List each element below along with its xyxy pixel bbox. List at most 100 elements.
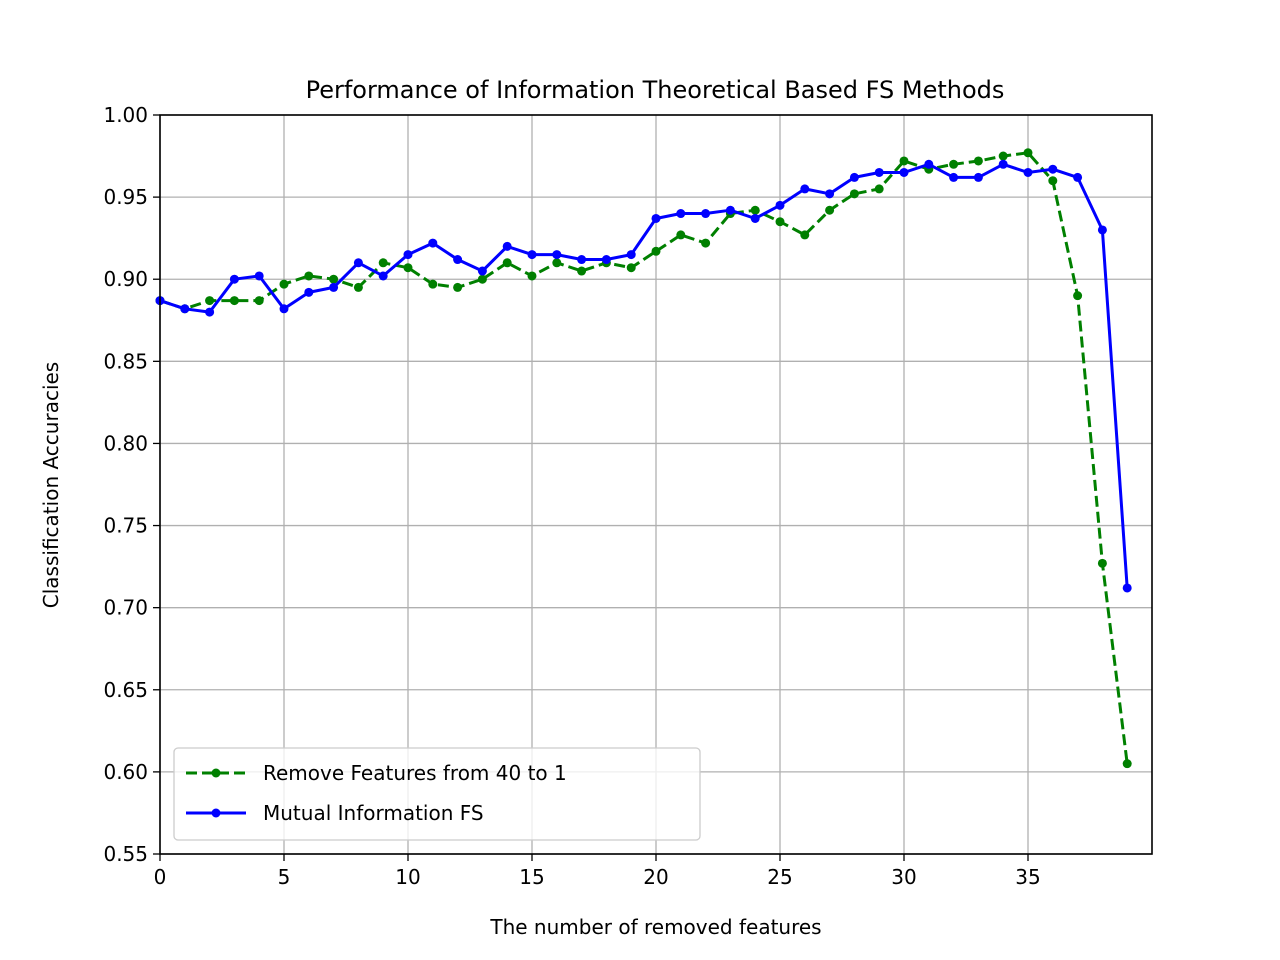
y-tick-label: 0.75 (103, 514, 148, 538)
x-tick-label: 20 (643, 865, 668, 889)
series-2-point (577, 255, 587, 265)
series-1-point (825, 205, 835, 215)
series-1-point (750, 205, 760, 215)
series-2-point (899, 167, 909, 177)
series-2-point (825, 189, 835, 199)
series-2-point (502, 241, 512, 251)
x-tick-label: 25 (767, 865, 792, 889)
x-tick-label: 10 (395, 865, 420, 889)
series-1-point (800, 230, 810, 240)
series-2-point (1097, 225, 1107, 235)
series-2-point (874, 167, 884, 177)
series-1-point (1048, 176, 1058, 186)
series-1-point (552, 258, 562, 268)
series-2-point (701, 209, 711, 219)
series-1-point (304, 271, 314, 281)
series-1-point (1097, 558, 1107, 568)
series-layer (155, 148, 1132, 769)
series-1-point (874, 184, 884, 194)
series-2-point (626, 250, 636, 260)
series-1-point (428, 279, 438, 289)
y-tick-label: 0.90 (103, 267, 148, 291)
series-1-point (329, 274, 339, 284)
x-tick-label: 0 (154, 865, 167, 889)
series-1-point (998, 151, 1008, 161)
legend-marker-2 (211, 808, 221, 818)
series-2-point (849, 172, 859, 182)
series-2-point (527, 250, 537, 260)
series-2-point (924, 159, 934, 169)
series-2-point (254, 271, 264, 281)
x-axis: 0 5 10 15 20 25 30 35 (154, 854, 1041, 889)
series-2-point (477, 266, 487, 276)
series-2-point (676, 209, 686, 219)
series-line-1 (159, 151, 1129, 764)
series-2-point (1023, 167, 1033, 177)
y-tick-label: 0.95 (103, 185, 148, 209)
y-tick-label: 0.85 (103, 349, 148, 373)
series-1-point (775, 217, 785, 227)
series-2-point (725, 205, 735, 215)
series-1-point (899, 156, 909, 166)
series-2-point (180, 304, 190, 314)
y-tick-label: 0.55 (103, 842, 148, 866)
series-1-point (701, 238, 711, 248)
series-2-point (651, 213, 661, 223)
y-axis: 0.55 0.60 0.65 0.70 0.75 0.80 0.85 0.90 0.95 1.00 (103, 103, 160, 866)
series-2-point (998, 159, 1008, 169)
series-1-point (676, 230, 686, 240)
legend-box (173, 747, 701, 841)
y-tick-label: 1.00 (103, 103, 148, 127)
legend: Remove Features from 40 to 1 Mutual Infor… (173, 747, 701, 841)
series-1-point (527, 271, 537, 281)
series-2-point (403, 250, 413, 260)
series-line-2 (159, 162, 1129, 589)
y-tick-label: 0.70 (103, 596, 148, 620)
legend-label-1: Remove Features from 40 to 1 (263, 761, 567, 785)
x-tick-label: 5 (278, 865, 291, 889)
y-tick-label: 0.80 (103, 431, 148, 455)
series-2-point (750, 213, 760, 223)
series-2-point (353, 258, 363, 268)
series-1-point (949, 159, 959, 169)
series-1-point (453, 282, 463, 292)
series-1-point (353, 282, 363, 292)
x-tick-label: 30 (891, 865, 916, 889)
series-2-point (800, 184, 810, 194)
legend-marker-1 (211, 768, 221, 778)
series-1-point (403, 263, 413, 273)
series-1-point (502, 258, 512, 268)
series-2-point (205, 307, 215, 317)
series-1-point (849, 189, 859, 199)
series-1-point (477, 274, 487, 284)
series-1-point (378, 258, 388, 268)
series-1-point (229, 296, 239, 306)
series-1-point (1023, 148, 1033, 158)
series-1-point (279, 279, 289, 289)
series-1-point (1122, 759, 1132, 769)
x-tick-label: 35 (1015, 865, 1040, 889)
series-1-point (626, 263, 636, 273)
series-2-point (552, 250, 562, 260)
x-axis-title: The number of removed features (489, 915, 821, 939)
series-2-point (279, 304, 289, 314)
legend-label-2: Mutual Information FS (263, 801, 484, 825)
series-1-point (1073, 291, 1083, 301)
series-2-point (775, 200, 785, 210)
series-2-point (428, 238, 438, 248)
series-2-point (973, 172, 983, 182)
series-2-point (378, 271, 388, 281)
series-1-point (973, 156, 983, 166)
y-tick-label: 0.65 (103, 678, 148, 702)
y-tick-label: 0.60 (103, 760, 148, 784)
x-tick-label: 15 (519, 865, 544, 889)
series-2-point (1073, 172, 1083, 182)
chart-title: Performance of Information Theoretical B… (306, 76, 1005, 104)
series-2-point (329, 282, 339, 292)
y-axis-title: Classification Accuracies (39, 362, 63, 608)
series-2-point (1048, 164, 1058, 174)
series-2-point (453, 255, 463, 265)
series-2-point (1122, 583, 1132, 593)
series-1-point (577, 266, 587, 276)
